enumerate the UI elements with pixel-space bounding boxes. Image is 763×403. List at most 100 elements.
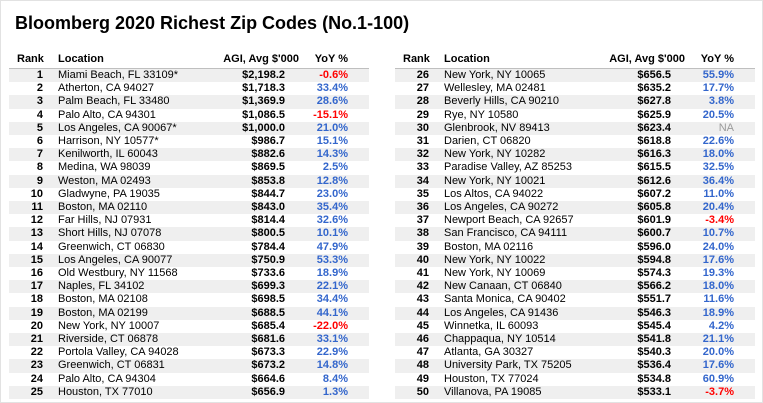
yoy-cell: 22.6%: [702, 135, 734, 148]
yoy-cell: 53.3%: [316, 253, 348, 266]
rank-cell: 46: [416, 333, 429, 346]
yoy-cell: 8.4%: [322, 372, 348, 385]
location-cell: Paradise Valley, AZ 85253: [444, 161, 573, 174]
column-header-agi: AGI, Avg $'000: [213, 47, 299, 69]
rank-cell: 4: [36, 108, 43, 121]
table-row: 40 New York, NY 10022 $594.8 17.6%: [395, 253, 755, 268]
agi-cell: $844.7: [251, 187, 285, 200]
table-row: 12 Far Hills, NJ 07931 $814.4 32.6%: [9, 214, 369, 227]
yoy-cell: 18.9%: [316, 267, 348, 280]
yoy-cell: 33.4%: [316, 82, 348, 95]
rank-cell: 5: [36, 121, 43, 134]
location-cell: Atherton, CA 94027: [58, 82, 155, 95]
location-cell: New York, NY 10065: [444, 69, 546, 81]
rank-cell: 37: [416, 214, 429, 227]
location-cell: Far Hills, NJ 07931: [58, 214, 152, 227]
yoy-cell: 15.1%: [316, 135, 348, 148]
rank-cell: 25: [30, 385, 43, 398]
table-row: 50 Villanova, PA 19085 $533.1 -3.7%: [395, 385, 755, 400]
location-cell: Boston, MA 02199: [58, 306, 148, 319]
rank-cell: 47: [416, 346, 429, 359]
location-cell: Los Angeles, CA 90067*: [58, 121, 177, 134]
location-cell: Palo Alto, CA 94301: [58, 108, 156, 121]
agi-cell: $800.5: [251, 227, 285, 240]
agi-cell: $545.4: [637, 319, 671, 332]
rank-cell: 26: [416, 69, 429, 81]
agi-cell: $540.3: [637, 346, 671, 359]
location-cell: Rye, NY 10580: [444, 108, 519, 121]
agi-cell: $656.5: [637, 69, 671, 81]
yoy-cell: 1.3%: [322, 385, 348, 398]
agi-cell: $986.7: [251, 135, 285, 148]
location-cell: New York, NY 10007: [58, 319, 160, 332]
table-row: 27 Wellesley, MA 02481 $635.2 17.7%: [395, 82, 755, 95]
location-cell: Greenwich, CT 06831: [58, 359, 165, 372]
rank-cell: 34: [416, 174, 429, 187]
rank-cell: 44: [416, 306, 429, 319]
table-row: 49 Houston, TX 77024 $534.8 60.9%: [395, 373, 755, 386]
table-row: 22 Portola Valley, CA 94028 $673.3 22.9%: [9, 346, 369, 359]
rank-cell: 21: [30, 333, 43, 346]
location-cell: Riverside, CT 06878: [58, 333, 159, 346]
location-cell: Chappaqua, NY 10514: [444, 333, 556, 346]
location-cell: Wellesley, MA 02481: [444, 82, 546, 95]
rank-cell: 2: [36, 82, 43, 95]
table-row: 43 Santa Monica, CA 90402 $551.7 11.6%: [395, 293, 755, 306]
yoy-cell: 32.5%: [702, 161, 734, 174]
rank-cell: 15: [30, 253, 43, 266]
yoy-cell: -15.1%: [313, 108, 348, 121]
rank-cell: 30: [416, 121, 429, 134]
agi-cell: $882.6: [251, 148, 285, 161]
table-row: 23 Greenwich, CT 06831 $673.2 14.8%: [9, 359, 369, 373]
rank-cell: 31: [416, 135, 429, 148]
table-row: 8 Medina, WA 98039 $869.5 2.5%: [9, 161, 369, 174]
yoy-cell: 12.8%: [316, 174, 348, 187]
location-cell: New York, NY 10069: [444, 267, 546, 280]
location-cell: Los Altos, CA 94022: [444, 187, 544, 200]
rank-cell: 42: [416, 280, 429, 293]
table-row: 30 Glenbrook, NV 89413 $623.4 NA: [395, 121, 755, 136]
yoy-cell: 10.7%: [702, 227, 734, 240]
table-row: 39 Boston, MA 02116 $596.0 24.0%: [395, 241, 755, 254]
agi-cell: $546.3: [637, 306, 671, 319]
rank-cell: 41: [416, 267, 429, 280]
location-cell: New York, NY 10282: [444, 148, 546, 161]
location-cell: Atlanta, GA 30327: [444, 346, 534, 359]
agi-cell: $1,718.3: [242, 82, 285, 95]
rank-cell: 24: [30, 372, 43, 385]
yoy-cell: 11.6%: [703, 293, 734, 306]
table-row: 5 Los Angeles, CA 90067* $1,000.0 21.0%: [9, 121, 369, 136]
location-cell: Los Angeles, CA 90272: [444, 201, 559, 214]
agi-cell: $673.2: [251, 359, 285, 372]
agi-cell: $656.9: [251, 385, 285, 398]
table-row: 32 New York, NY 10282 $616.3 18.0%: [395, 148, 755, 162]
agi-cell: $699.3: [251, 280, 285, 293]
agi-cell: $534.8: [637, 372, 671, 385]
yoy-cell: 22.9%: [316, 346, 348, 359]
column-header-location: Location: [435, 47, 599, 69]
location-cell: Beverly Hills, CA 90210: [444, 95, 559, 108]
rank-cell: 33: [416, 161, 429, 174]
table-row: 45 Winnetka, IL 60093 $545.4 4.2%: [395, 320, 755, 333]
location-cell: Boston, MA 02110: [58, 201, 148, 214]
agi-cell: $750.9: [251, 253, 285, 266]
agi-cell: $574.3: [637, 267, 671, 280]
table-row: 46 Chappaqua, NY 10514 $541.8 21.1%: [395, 333, 755, 347]
table-row: 16 Old Westbury, NY 11568 $733.6 18.9%: [9, 267, 369, 280]
rank-cell: 22: [30, 346, 43, 359]
rank-cell: 32: [416, 148, 429, 161]
agi-cell: $814.4: [251, 214, 285, 227]
rank-cell: 39: [416, 240, 429, 253]
rank-cell: 7: [36, 148, 43, 161]
location-cell: Portola Valley, CA 94028: [58, 346, 179, 359]
yoy-cell: -3.7%: [705, 385, 734, 398]
location-cell: Kenilworth, IL 60043: [58, 148, 158, 161]
yoy-cell: 22.1%: [316, 280, 348, 293]
location-cell: Villanova, PA 19085: [444, 385, 542, 398]
agi-cell: $615.5: [637, 161, 671, 174]
table-row: 9 Weston, MA 02493 $853.8 12.8%: [9, 174, 369, 188]
table-row: 28 Beverly Hills, CA 90210 $627.8 3.8%: [395, 95, 755, 109]
yoy-cell: 24.0%: [702, 240, 734, 253]
header-row: Rank Location AGI, Avg $'000 YoY %: [395, 47, 755, 69]
agi-cell: $627.8: [637, 95, 671, 108]
